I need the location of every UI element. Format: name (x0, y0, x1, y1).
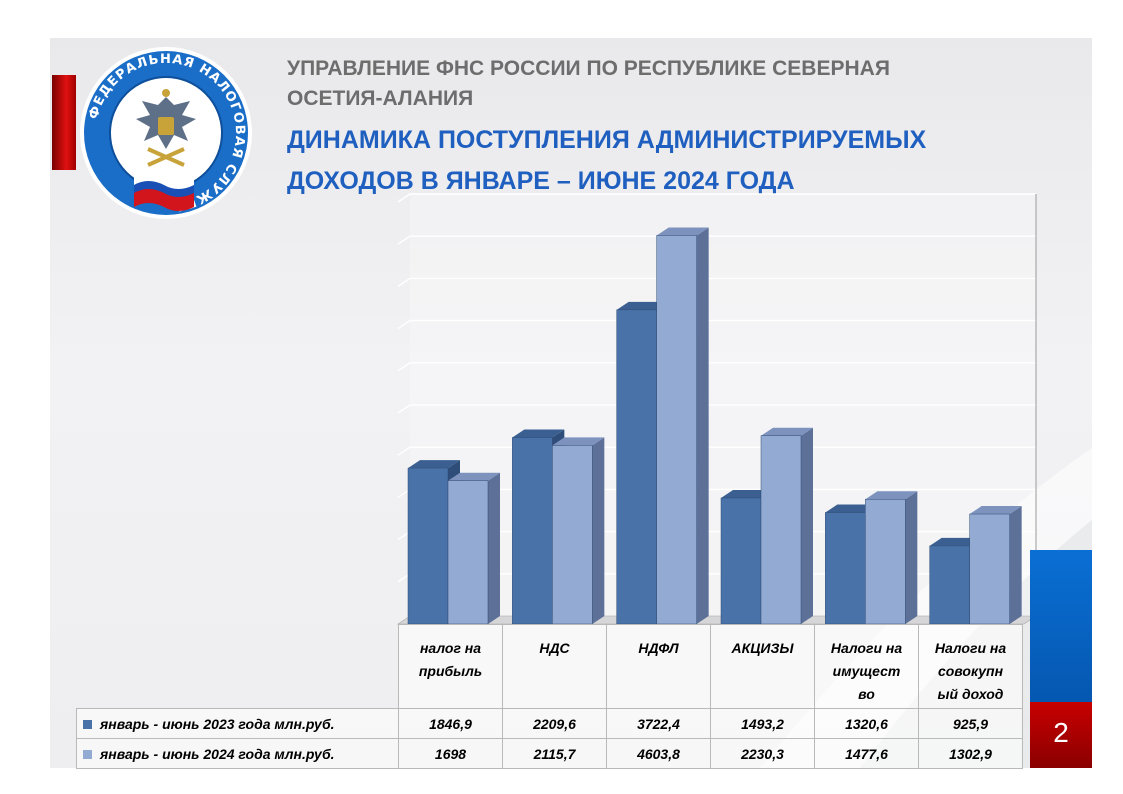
bar-2023-0 (407, 467, 449, 625)
gridline (397, 193, 1036, 203)
bar-2023-0-top (408, 460, 460, 469)
gridline (397, 404, 1036, 414)
gridline (397, 235, 1036, 245)
bar-2024-3-side (801, 427, 813, 624)
page-title: ДИНАМИКА ПОСТУПЛЕНИЯ АДМИНИСТРИРУЕМЫХ ДО… (287, 120, 1047, 202)
bar-2024-4-side (905, 491, 918, 624)
category-cell: АКЦИЗЫ (710, 624, 815, 709)
bar-2024-2 (656, 235, 697, 625)
bar-2024-1 (552, 445, 593, 625)
bar-2023-2 (616, 309, 657, 625)
value-cell: 1698 (398, 738, 503, 769)
bar-2023-2-top (616, 301, 669, 310)
bar-2023-3-top (721, 489, 773, 498)
bar-2024-5 (969, 513, 1010, 625)
red-accent-block (1030, 702, 1092, 768)
fns-emblem-icon: ФЕДЕРАЛЬНАЯ НАЛОГОВАЯ СЛУЖБА (80, 47, 252, 219)
bar-2024-3 (760, 435, 802, 625)
bar-2024-5-side (1009, 506, 1022, 624)
bar-2024-1-top (552, 437, 605, 446)
red-accent-bar (52, 75, 76, 170)
value-cell: 1302,9 (918, 738, 1023, 769)
blue-accent-block (1030, 550, 1092, 702)
category-cell: Налоги на совокупн ый доход (918, 624, 1023, 709)
org-line-2: ОСЕТИЯ-АЛАНИЯ (287, 87, 474, 110)
org-line-1: УПРАВЛЕНИЕ ФНС РОССИИ ПО РЕСПУБЛИКЕ СЕВЕ… (287, 57, 890, 80)
gridline (397, 319, 1036, 330)
category-row: налог на прибыль НДС НДФЛ АКЦИЗЫ Налоги н… (77, 624, 1023, 709)
bar-2024-2-top (656, 227, 709, 236)
category-cell: налог на прибыль (398, 624, 503, 709)
legend-2023: январь - июнь 2023 года млн.руб. (76, 708, 399, 739)
category-cell: НДФЛ (606, 624, 711, 709)
table-row-2023: январь - июнь 2023 года млн.руб. 1846,9 … (76, 708, 1023, 739)
value-cell: 4603,8 (606, 738, 711, 769)
bar-2024-2-side (696, 227, 709, 625)
value-cell: 3722,4 (606, 708, 711, 739)
bar-2024-0-side (488, 472, 500, 624)
title-line-1: ДИНАМИКА ПОСТУПЛЕНИЯ АДМИНИСТРИРУЕМЫХ (287, 126, 927, 154)
bar-2023-5-top (929, 537, 982, 546)
value-cell: 1320,6 (814, 708, 919, 739)
value-cell: 1846,9 (398, 708, 503, 739)
bar-2024-4-top (865, 491, 918, 500)
bar-2023-5 (929, 545, 970, 625)
legend-2024: январь - июнь 2024 года млн.руб. (76, 738, 399, 769)
bar-2024-0 (447, 480, 489, 625)
value-cell: 2115,7 (502, 738, 607, 769)
page-number: 2 (1053, 717, 1069, 748)
table-row-2024: январь - июнь 2024 года млн.руб. 1698 21… (76, 738, 1023, 769)
bar-2023-1-top (512, 429, 565, 438)
value-cell: 2209,6 (502, 708, 607, 739)
value-cell: 925,9 (918, 708, 1023, 739)
bar-2023-3 (720, 497, 762, 625)
category-cell: НДС (502, 624, 607, 709)
bar-2023-4-top (825, 504, 878, 513)
bar-2024-0-top (448, 472, 500, 481)
bar-2023-4 (825, 512, 866, 625)
gridline (397, 277, 1036, 287)
legend-swatch-2023 (83, 720, 92, 730)
bar-2023-1 (512, 437, 553, 625)
value-cell: 2230,3 (710, 738, 815, 769)
bar-2024-5-top (969, 506, 1022, 515)
gridline (397, 446, 1036, 456)
gridline (397, 362, 1036, 372)
bar-2024-3-top (761, 427, 813, 436)
bar-2024-4 (865, 499, 906, 625)
legend-swatch-2024 (83, 750, 92, 760)
bar-2024-1-side (592, 437, 605, 624)
category-cell: Налоги на имущест во (814, 624, 919, 709)
value-cell: 1493,2 (710, 708, 815, 739)
data-table: налог на прибыль НДС НДФЛ АКЦИЗЫ Налоги н… (76, 624, 1023, 769)
value-cell: 1477,6 (814, 738, 919, 769)
title-line-2: ДОХОДОВ В ЯНВАРЕ – ИЮНЕ 2024 ГОДА (287, 167, 795, 195)
organization-name: УПРАВЛЕНИЕ ФНС РОССИИ ПО РЕСПУБЛИКЕ СЕВЕ… (287, 54, 1007, 114)
